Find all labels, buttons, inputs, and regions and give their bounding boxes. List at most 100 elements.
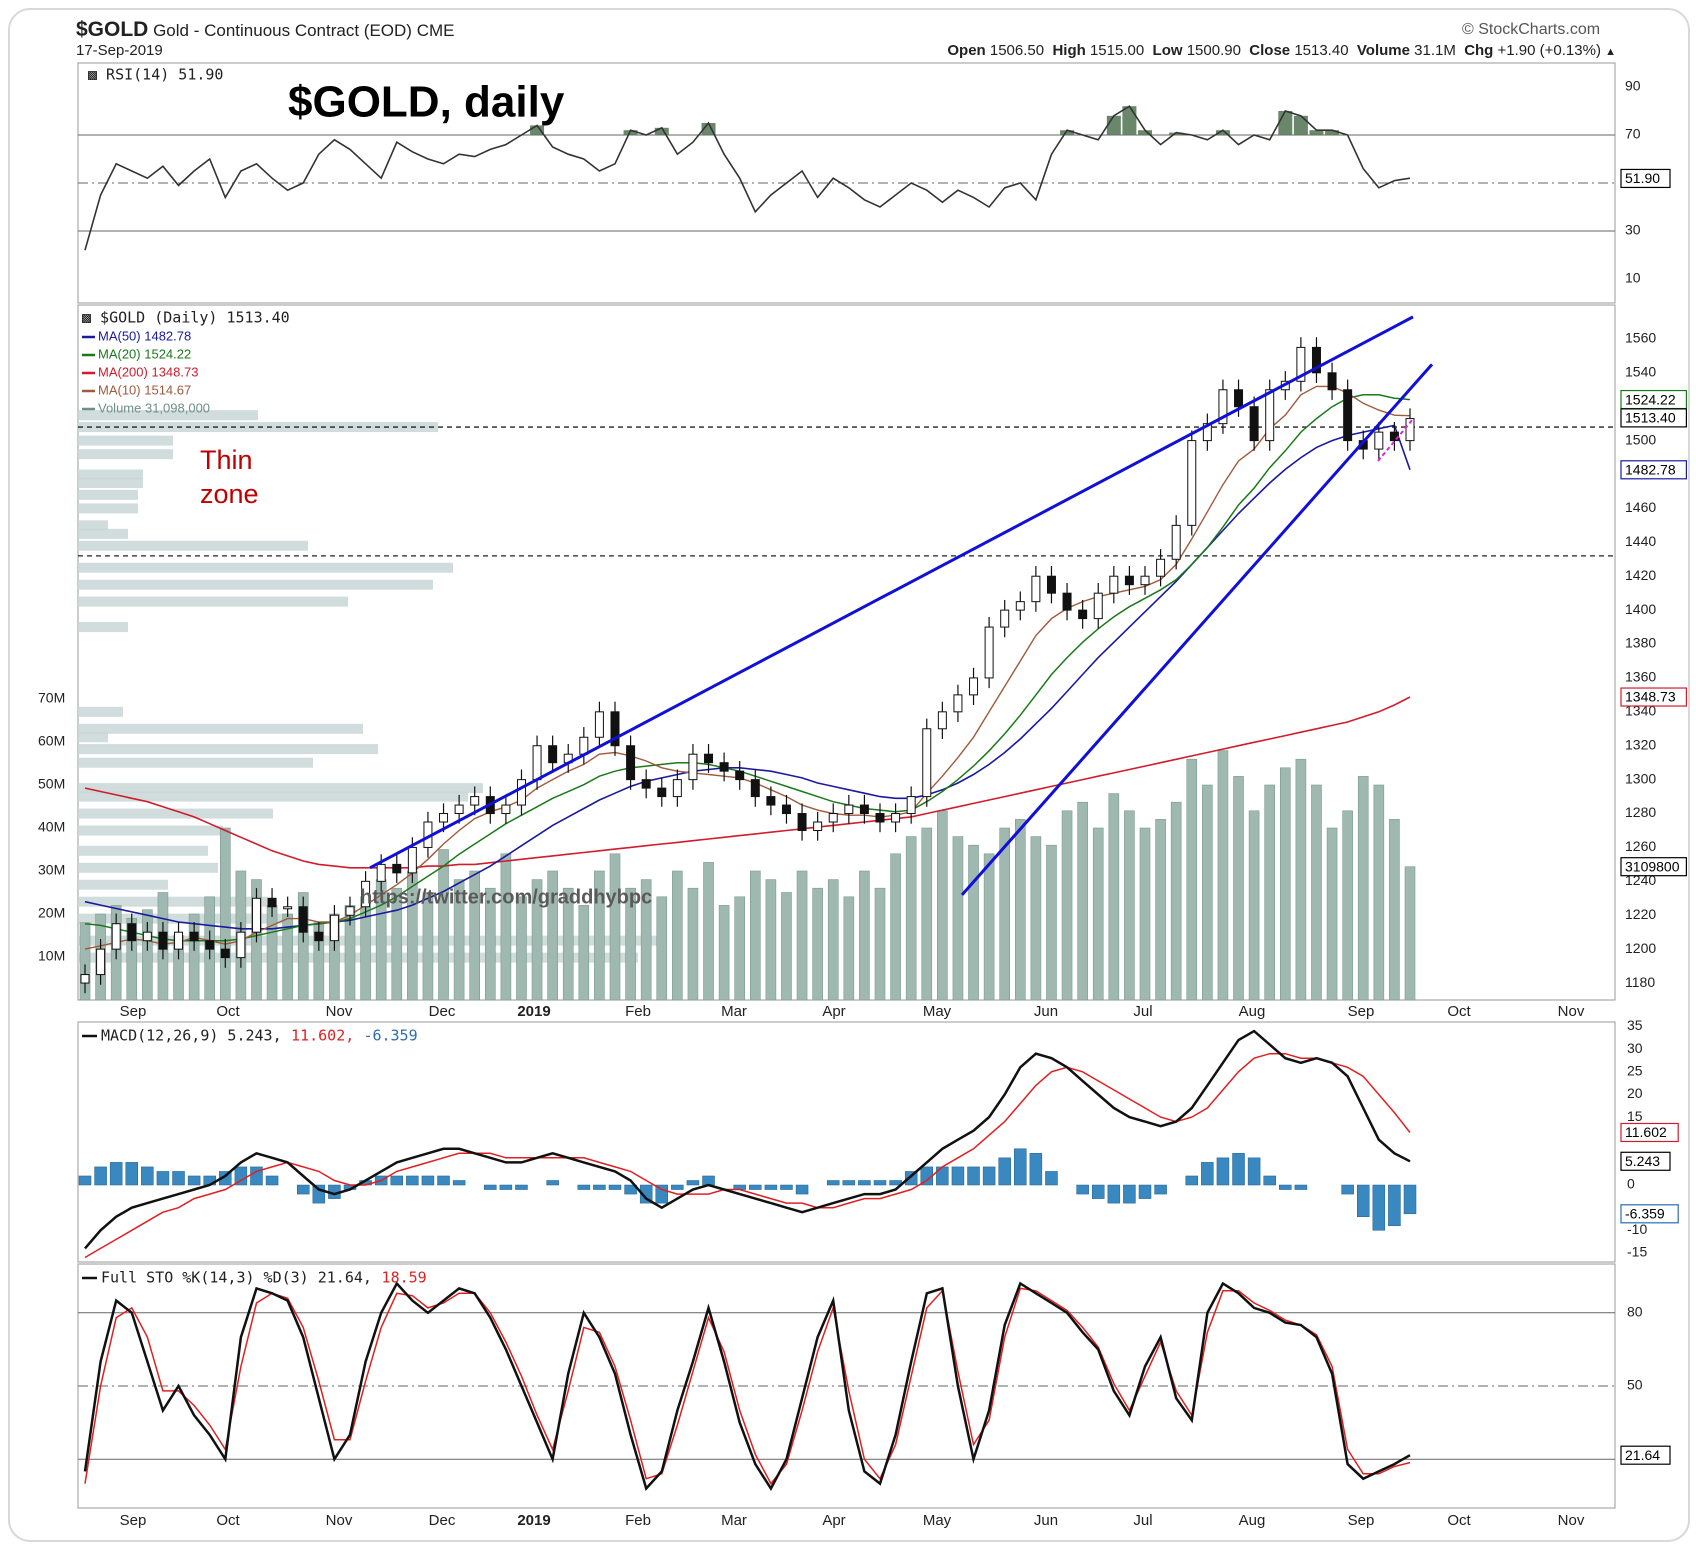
macd-histogram-bar bbox=[187, 1175, 201, 1186]
panel-border-macd bbox=[77, 1021, 1616, 1263]
volume-bar bbox=[640, 879, 652, 1001]
volume-bar bbox=[297, 892, 309, 1001]
candle-body bbox=[813, 821, 823, 831]
volume-bar bbox=[983, 853, 995, 1001]
high-label: High bbox=[1052, 42, 1086, 59]
rsi-tick-70: 70 bbox=[1625, 126, 1641, 142]
macd-tick-20: 20 bbox=[1627, 1085, 1643, 1101]
close-label: Close bbox=[1249, 42, 1291, 59]
volume-bar bbox=[578, 905, 590, 1001]
rsi-overbought-fill bbox=[1278, 111, 1293, 135]
stockcharts-watermark: © StockCharts.com bbox=[1462, 21, 1601, 38]
volume-by-price-bar bbox=[78, 723, 363, 734]
volume-bar bbox=[188, 913, 200, 1001]
price-value-tag-box bbox=[1620, 408, 1688, 428]
candle-body bbox=[704, 753, 714, 764]
candle-body bbox=[657, 787, 667, 798]
volume-bar bbox=[484, 887, 496, 1001]
volume-bar bbox=[1014, 819, 1026, 1001]
volume-by-price-bar bbox=[78, 783, 483, 794]
price-title: ▩ $GOLD (Daily) 1513.40 bbox=[82, 309, 290, 327]
candle-body bbox=[1327, 372, 1337, 391]
volume-by-price-bar bbox=[78, 489, 138, 500]
month-label-price: May bbox=[923, 1003, 952, 1020]
candle-body bbox=[1171, 524, 1181, 560]
candle-body bbox=[1078, 609, 1088, 620]
macd-line bbox=[84, 1029, 1411, 1250]
macd-value-tag-box bbox=[1620, 1204, 1679, 1224]
candle-body bbox=[781, 804, 791, 815]
candle-body bbox=[80, 974, 90, 984]
candle-body bbox=[158, 931, 168, 950]
month-label-bottom: Jul bbox=[1133, 1512, 1152, 1529]
macd-histogram-bar bbox=[624, 1184, 637, 1195]
ohlc-summary: Open 1506.50 High 1515.00 Low 1500.90 Cl… bbox=[947, 42, 1616, 59]
macd-histogram-bar bbox=[78, 1175, 92, 1186]
volume-bar bbox=[843, 896, 855, 1001]
volume-by-price-bar bbox=[78, 622, 128, 633]
month-label-bottom: Sep bbox=[120, 1512, 147, 1529]
volume-value-tag-box bbox=[1620, 857, 1688, 877]
candle-body bbox=[1015, 601, 1025, 611]
month-label-bottom: Oct bbox=[1447, 1512, 1471, 1529]
volume-by-price-bar bbox=[78, 913, 288, 924]
macd-histogram-bar bbox=[452, 1180, 466, 1186]
month-label-bottom: Oct bbox=[216, 1512, 240, 1529]
volume-by-price-bar bbox=[78, 596, 348, 607]
rsi-overbought-fill bbox=[1293, 115, 1308, 135]
month-label-price: Sep bbox=[1348, 1003, 1375, 1020]
candle-body bbox=[548, 745, 558, 764]
symbol-description: Gold - Continuous Contract (EOD) bbox=[153, 21, 412, 40]
candle-body bbox=[1249, 406, 1259, 442]
volume-bar bbox=[890, 853, 901, 1001]
volume-bar bbox=[594, 870, 605, 1001]
sto-k-line bbox=[83, 1281, 1411, 1491]
volume-bar bbox=[79, 922, 91, 1001]
price-tick-1380: 1380 bbox=[1625, 635, 1656, 651]
macd-histogram-bar bbox=[1185, 1175, 1199, 1186]
chg-label: Chg bbox=[1464, 42, 1494, 59]
price-tick-1540: 1540 bbox=[1625, 364, 1656, 380]
volume-bar bbox=[718, 905, 730, 1001]
macd-histogram-bar bbox=[608, 1184, 622, 1190]
month-label-price: Nov bbox=[326, 1003, 353, 1020]
volume-bar bbox=[266, 905, 278, 1001]
price-tick-1500: 1500 bbox=[1625, 431, 1656, 447]
candle-body bbox=[750, 779, 760, 798]
candle-body bbox=[859, 804, 869, 815]
macd-histogram-bar bbox=[780, 1184, 793, 1190]
month-label-bottom: Feb bbox=[625, 1512, 651, 1529]
month-label-bottom: Nov bbox=[1558, 1512, 1585, 1529]
volume-bar bbox=[547, 870, 558, 1001]
macd-histogram-bar bbox=[982, 1166, 996, 1186]
volume-bar bbox=[1357, 776, 1369, 1001]
exchange: CME bbox=[416, 21, 455, 40]
macd-histogram-bar bbox=[546, 1180, 559, 1186]
month-label-price: Sep bbox=[120, 1003, 147, 1020]
macd-histogram-bar bbox=[1403, 1184, 1417, 1215]
volume-bar bbox=[687, 887, 699, 1001]
price-tick-1300: 1300 bbox=[1625, 770, 1656, 786]
candle-body bbox=[735, 770, 745, 781]
macd-hist-title: -6.359 bbox=[363, 1027, 417, 1045]
candle-body bbox=[407, 846, 417, 874]
macd-histogram-bar bbox=[702, 1175, 715, 1186]
rsi-tick-90: 90 bbox=[1625, 78, 1641, 94]
rsi-tick-30: 30 bbox=[1625, 222, 1641, 238]
candle-body bbox=[1296, 346, 1306, 382]
candle-body bbox=[1405, 418, 1415, 442]
candle-body bbox=[236, 931, 246, 959]
rsi-overbought-fill bbox=[530, 125, 545, 135]
rsi-value-tag: 51.90 bbox=[1625, 170, 1660, 186]
candle-body bbox=[205, 940, 215, 950]
macd-histogram-bar bbox=[795, 1184, 809, 1195]
month-label-bottom: Mar bbox=[721, 1512, 747, 1529]
open-label: Open bbox=[947, 42, 986, 59]
symbol: $GOLD bbox=[76, 18, 149, 41]
volume-by-price-bar bbox=[78, 435, 173, 446]
macd-histogram-bar bbox=[265, 1175, 279, 1186]
price-tick-1460: 1460 bbox=[1625, 499, 1656, 515]
volume-bar bbox=[1373, 784, 1385, 1001]
volume-bar bbox=[438, 849, 449, 1001]
chg-value: +1.90 (+0.13%) bbox=[1497, 42, 1601, 59]
